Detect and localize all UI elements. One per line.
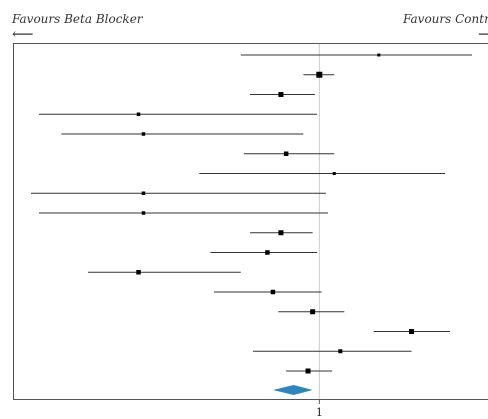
favours-beta-blocker-label: Favours Beta Blocker — [12, 12, 143, 26]
point-estimate-9 — [141, 211, 146, 215]
forest-marks — [30, 44, 473, 399]
point-estimate-14 — [310, 309, 316, 315]
pooled-estimate-diamond — [272, 385, 313, 395]
point-estimate-6 — [283, 151, 289, 156]
point-estimate-12 — [136, 270, 141, 275]
point-estimate-1 — [377, 53, 381, 57]
x-tick-label-1: 1 — [316, 406, 323, 419]
point-estimate-8 — [141, 191, 146, 195]
point-estimate-3 — [278, 92, 284, 97]
right-arrow-icon: ⟶ — [478, 27, 488, 42]
point-estimate-11 — [265, 250, 270, 255]
point-estimate-2 — [316, 71, 323, 78]
point-estimate-10 — [278, 230, 284, 236]
point-estimate-16 — [338, 349, 343, 354]
point-estimate-7 — [332, 172, 336, 175]
point-estimate-5 — [141, 132, 146, 136]
point-estimate-13 — [270, 289, 276, 295]
favours-control-label: Favours Contro — [403, 12, 488, 26]
point-estimate-4 — [136, 112, 141, 116]
point-estimate-15 — [409, 329, 415, 334]
plot-frame — [13, 43, 488, 400]
point-estimate-17 — [305, 368, 311, 374]
left-arrow-icon: ⟵ — [12, 25, 34, 43]
